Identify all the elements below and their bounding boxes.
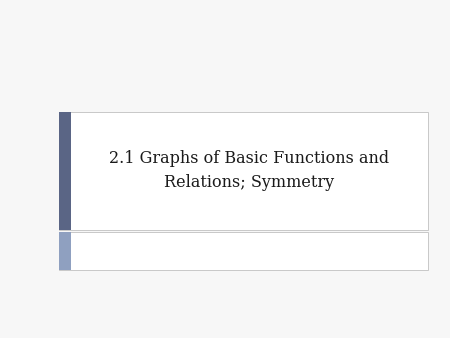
- Bar: [58, 112, 428, 230]
- Bar: [58, 112, 71, 230]
- Text: 2.1 Graphs of Basic Functions and
Relations; Symmetry: 2.1 Graphs of Basic Functions and Relati…: [109, 150, 389, 191]
- Bar: [58, 232, 428, 270]
- Bar: [58, 232, 71, 270]
